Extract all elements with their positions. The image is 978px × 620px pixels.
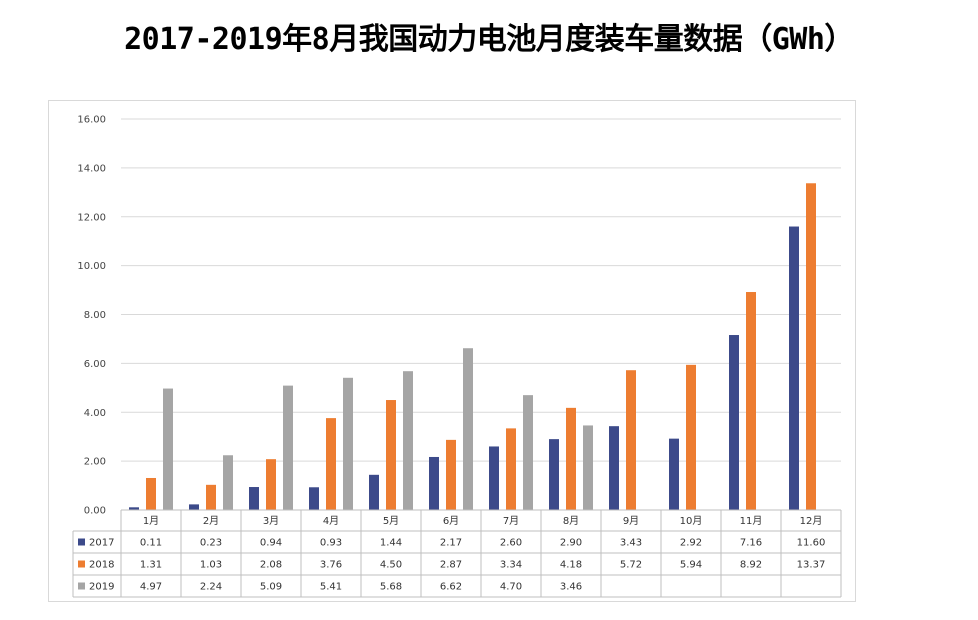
table-cell-value: 4.50	[380, 560, 402, 571]
bar-2018-4	[326, 418, 336, 510]
bar-2017-2	[189, 504, 199, 510]
bar-2017-4	[309, 487, 319, 510]
bar-2019-6	[463, 348, 473, 510]
table-cell-value: 5.09	[260, 582, 282, 593]
bar-2017-1	[129, 507, 139, 510]
bar-2019-8	[583, 425, 593, 510]
table-cell-value: 4.18	[560, 560, 582, 571]
table-cell-value: 4.97	[140, 582, 162, 593]
table-cell-value: 2.87	[440, 560, 462, 571]
y-tick-label: 8.00	[84, 310, 106, 321]
y-tick-label: 12.00	[77, 212, 106, 223]
x-tick-label: 12月	[800, 515, 823, 527]
table-cell-value: 0.11	[140, 538, 162, 549]
table-cell-value: 5.41	[320, 582, 342, 593]
x-tick-label: 7月	[503, 515, 519, 527]
table-cell-value: 7.16	[740, 538, 762, 549]
bar-2019-5	[403, 371, 413, 510]
table-cell-value: 4.70	[500, 582, 522, 593]
bar-2018-7	[506, 428, 516, 510]
y-tick-label: 16.00	[77, 115, 106, 126]
y-tick-label: 6.00	[84, 359, 106, 370]
table-cell-value: 2.60	[500, 538, 522, 549]
table-cell-value: 3.34	[500, 560, 522, 571]
bar-2018-2	[206, 484, 216, 510]
bar-2019-4	[343, 377, 353, 510]
table-cell-value: 0.23	[200, 538, 222, 549]
table-cell-value: 2.17	[440, 538, 462, 549]
table-cell-value: 1.31	[140, 560, 162, 571]
y-tick-label: 2.00	[84, 457, 106, 468]
bar-2017-5	[369, 474, 379, 510]
bar-2019-2	[223, 455, 233, 510]
chart-title: 2017-2019年8月我国动力电池月度装车量数据（GWh）	[124, 22, 854, 57]
table-cell-value: 2.24	[200, 582, 222, 593]
legend-label: 2019	[89, 582, 114, 593]
bar-2017-6	[429, 456, 439, 510]
y-tick-label: 4.00	[84, 408, 106, 419]
bar-2017-12	[789, 226, 799, 510]
bar-2017-11	[729, 335, 739, 510]
bar-2019-3	[283, 385, 293, 510]
x-tick-label: 1月	[143, 515, 159, 527]
x-tick-label: 6月	[443, 515, 459, 527]
x-tick-label: 3月	[263, 515, 279, 527]
legend-key-2017	[78, 538, 85, 546]
bar-2018-9	[626, 370, 636, 510]
bar-2017-3	[249, 487, 259, 510]
table-cell-value: 3.46	[560, 582, 582, 593]
legend-key-2019	[78, 582, 85, 590]
bar-2018-12	[806, 183, 816, 510]
x-tick-label: 4月	[323, 515, 339, 527]
table-cell-value: 8.92	[740, 560, 762, 571]
table-cell-value: 3.76	[320, 560, 342, 571]
bar-2018-10	[686, 364, 696, 510]
table-cell-value: 5.68	[380, 582, 402, 593]
table-cell-value: 13.37	[797, 560, 826, 571]
table-cell-value: 11.60	[797, 538, 826, 549]
bar-2017-10	[669, 438, 679, 510]
table-cell-value: 5.72	[620, 560, 642, 571]
chart-frame	[48, 100, 856, 602]
bar-2018-6	[446, 439, 456, 510]
bar-2018-1	[146, 477, 156, 510]
table-cell-value: 1.44	[380, 538, 402, 549]
x-tick-label: 2月	[203, 515, 219, 527]
table-cell-value: 6.62	[440, 582, 462, 593]
y-tick-label: 0.00	[84, 506, 106, 517]
legend-key-2018	[78, 560, 85, 568]
bar-2018-3	[266, 459, 276, 510]
bar-2018-5	[386, 400, 396, 510]
legend-label: 2017	[89, 538, 114, 549]
x-tick-label: 10月	[680, 515, 703, 527]
legend-label: 2018	[89, 560, 114, 571]
table-cell-value: 2.08	[260, 560, 282, 571]
bar-2019-1	[163, 388, 173, 510]
table-cell-value: 2.92	[680, 538, 702, 549]
bar-2019-7	[523, 395, 533, 510]
x-tick-label: 5月	[383, 515, 399, 527]
table-cell-value: 2.90	[560, 538, 582, 549]
x-tick-label: 11月	[740, 515, 763, 527]
x-tick-label: 9月	[623, 515, 639, 527]
table-cell-value: 3.43	[620, 538, 642, 549]
table-cell-value: 0.93	[320, 538, 342, 549]
x-tick-label: 8月	[563, 515, 579, 527]
bar-2017-7	[489, 446, 499, 510]
bar-2017-8	[549, 439, 559, 510]
bar-2017-9	[609, 426, 619, 510]
table-cell-value: 1.03	[200, 560, 222, 571]
bar-2018-8	[566, 407, 576, 510]
bar-2018-11	[746, 292, 756, 510]
y-tick-label: 10.00	[77, 261, 106, 272]
table-cell-value: 0.94	[260, 538, 282, 549]
table-cell-value: 5.94	[680, 560, 702, 571]
y-tick-label: 14.00	[77, 163, 106, 174]
